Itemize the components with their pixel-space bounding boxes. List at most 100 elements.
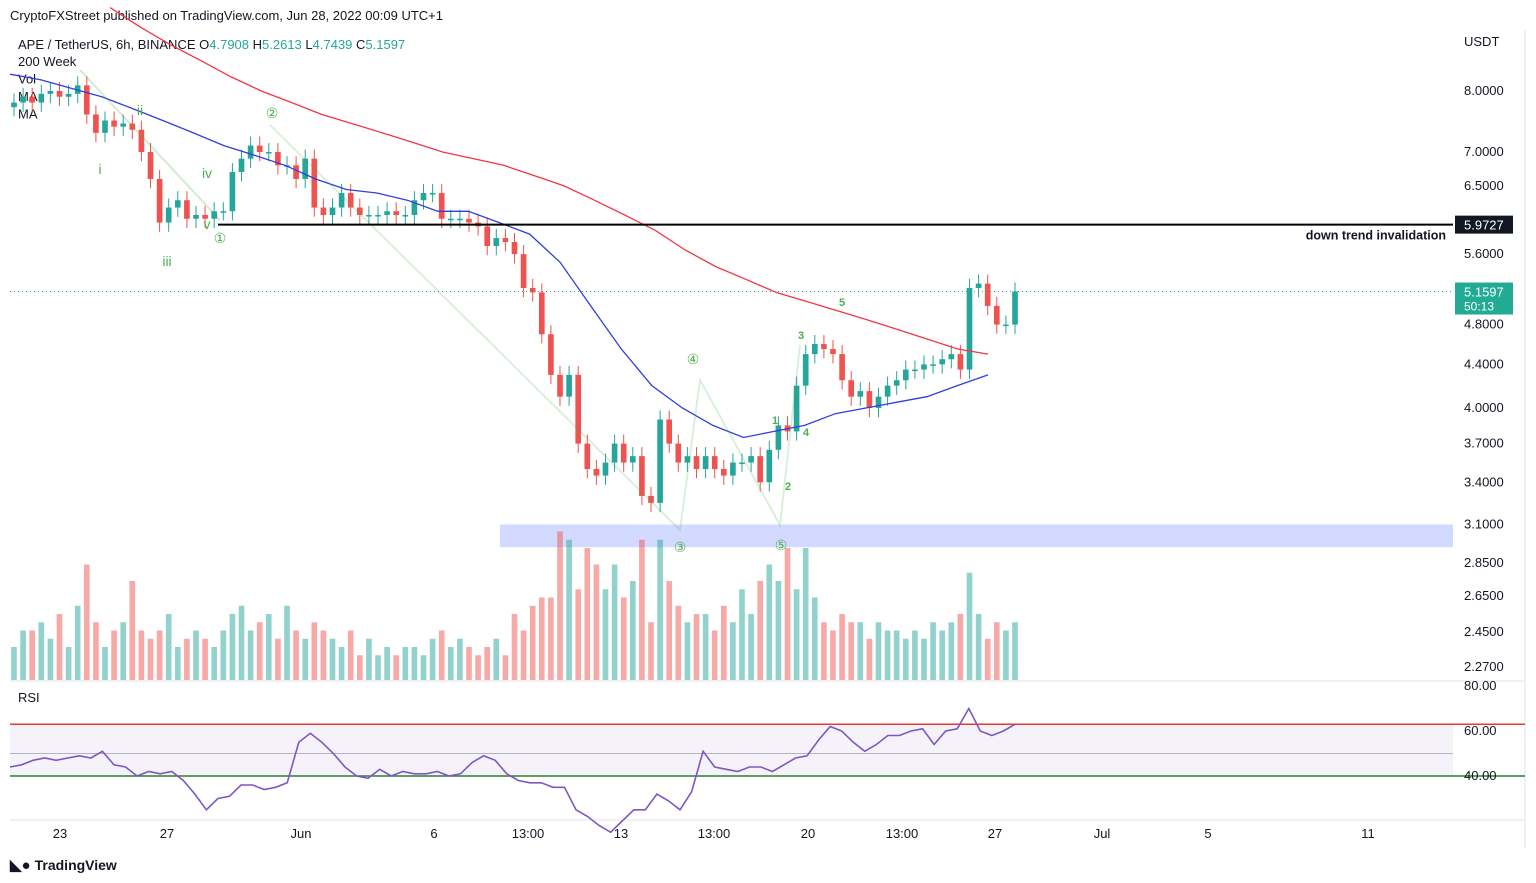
wave-label: ①	[214, 230, 227, 246]
candle-body	[611, 443, 618, 463]
rsi-label: RSI	[18, 690, 40, 705]
volume-bar	[529, 605, 536, 680]
candle-body	[375, 214, 381, 217]
candle-body	[830, 349, 836, 355]
candle-body	[921, 364, 927, 370]
candle-body	[184, 200, 190, 219]
volume-bar	[830, 630, 836, 680]
wave-guide	[269, 124, 801, 533]
candle-body	[602, 462, 609, 476]
volume-bar	[766, 564, 773, 680]
rsi-line	[9, 706, 1016, 834]
volume-bar	[38, 622, 45, 680]
volume-bar	[293, 630, 299, 680]
wave-label: 1	[772, 415, 778, 427]
volume-bar	[884, 630, 891, 680]
volume-bar	[193, 630, 199, 680]
volume-bar	[211, 647, 218, 680]
wave-label: i	[98, 161, 101, 177]
time-tick: 27	[160, 826, 174, 841]
candle-body	[138, 129, 145, 153]
candle-body	[693, 456, 700, 470]
price-tick: 2.4500	[1464, 624, 1504, 639]
candle-body	[866, 391, 873, 408]
volume-bar	[147, 638, 154, 680]
candle-body	[438, 193, 445, 219]
volume-bar	[411, 647, 418, 680]
volume-bar	[711, 630, 718, 680]
candle-body	[102, 120, 108, 133]
volume-bar	[311, 622, 318, 680]
candle-body	[666, 419, 673, 444]
volume-bar	[302, 638, 309, 680]
volume-bar	[775, 581, 782, 680]
volume-bar	[702, 614, 709, 680]
volume-bar	[102, 647, 108, 680]
price-tick: 4.4000	[1464, 356, 1504, 371]
time-tick: 13:00	[512, 826, 545, 841]
volume-bar	[202, 638, 208, 680]
candle-body	[1003, 324, 1009, 327]
price-tick: 5.6000	[1464, 246, 1504, 261]
candle-body	[220, 211, 227, 213]
volume-bar	[375, 655, 381, 680]
support-zone	[500, 524, 1453, 548]
volume-bar	[174, 647, 181, 680]
candle-body	[229, 172, 236, 212]
volume-bar	[120, 622, 127, 680]
volume-bar	[184, 638, 190, 680]
candle-body	[356, 207, 363, 215]
tradingview-logo[interactable]: ◣● TradingView	[10, 856, 117, 874]
candle-body	[411, 200, 418, 215]
candle-body	[47, 91, 54, 94]
candle-body	[857, 391, 864, 397]
volume-bar	[20, 630, 26, 680]
time-tick: 6	[430, 826, 437, 841]
invalidation-label: down trend invalidation	[1306, 229, 1446, 243]
volume-bar	[275, 638, 281, 680]
candle-body	[639, 456, 645, 496]
volume-bar	[557, 531, 563, 680]
candle-body	[320, 207, 327, 215]
volume-bar	[593, 564, 600, 680]
candle-body	[902, 369, 909, 381]
volume-bar	[520, 630, 527, 680]
time-tick: Jun	[291, 826, 312, 841]
candle-body	[311, 158, 318, 208]
time-tick: 5	[1204, 826, 1211, 841]
volume-bar	[111, 630, 117, 680]
current-price: 5.1597	[1464, 285, 1504, 300]
volume-bar	[839, 614, 845, 680]
candle-body	[648, 495, 654, 503]
candle-body	[420, 193, 427, 201]
volume-bar	[1012, 622, 1018, 680]
candle-body	[557, 374, 563, 397]
wave-label: ⑤	[775, 537, 788, 553]
volume-bar	[356, 655, 363, 680]
candle-body	[948, 354, 955, 360]
time-tick: 20	[801, 826, 815, 841]
volume-bar	[47, 638, 54, 680]
volume-bar	[83, 564, 90, 680]
candle-body	[429, 193, 436, 195]
candle-body	[111, 120, 117, 127]
volume-bar	[548, 597, 554, 680]
candle-body	[893, 380, 900, 386]
volume-bar	[447, 647, 454, 680]
candle-body	[739, 462, 745, 465]
wave-label: 3	[798, 330, 804, 342]
candle-body	[675, 443, 682, 463]
candle-body	[211, 211, 218, 219]
wave-label: 5	[839, 297, 845, 309]
candle-body	[957, 354, 964, 370]
rsi-tick: 80.00	[1464, 678, 1497, 693]
volume-bar	[921, 638, 927, 680]
volume-bar	[338, 647, 345, 680]
volume-bar	[666, 581, 673, 680]
volume-bar	[611, 564, 618, 680]
candle-body	[329, 207, 336, 215]
volume-bar	[129, 581, 136, 680]
candle-body	[802, 354, 809, 386]
candle-body	[38, 93, 45, 103]
